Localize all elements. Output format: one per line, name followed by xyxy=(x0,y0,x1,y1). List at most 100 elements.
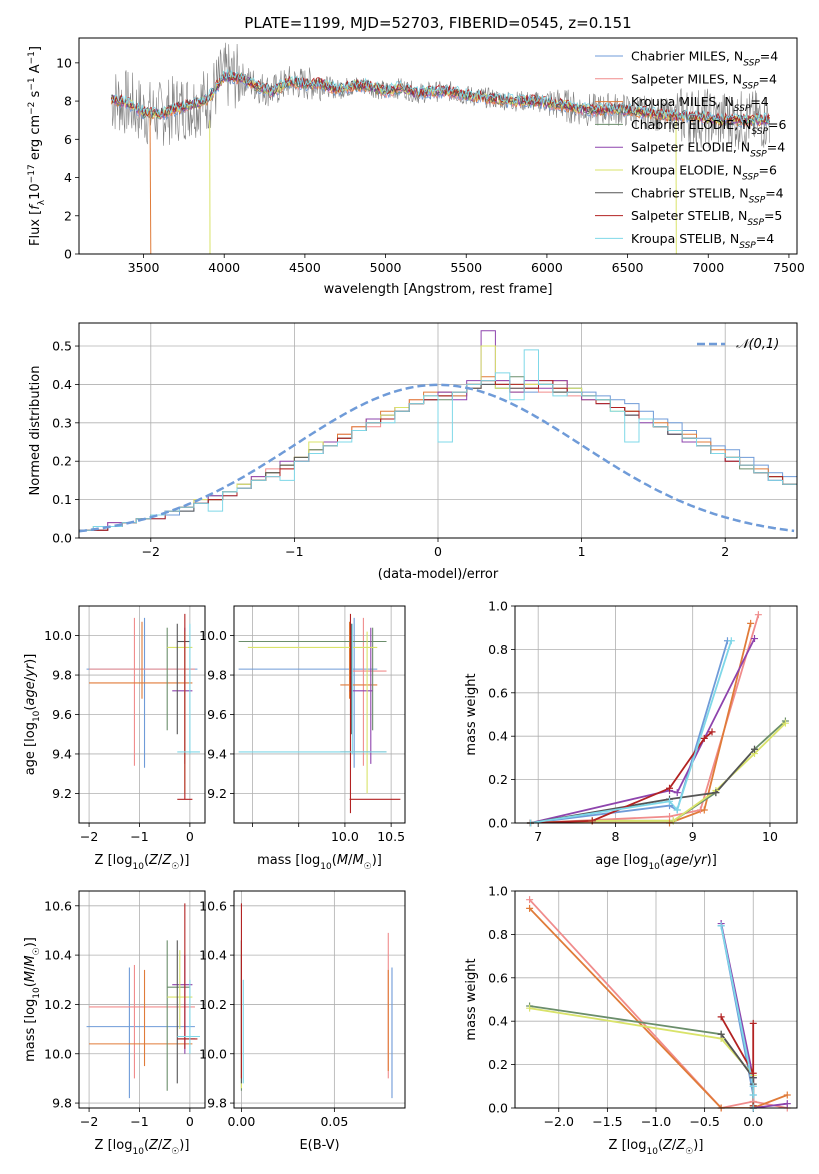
x-tick-label: −1 xyxy=(130,1114,148,1129)
y-tick-label: 10.0 xyxy=(199,1046,227,1061)
x-tick-label: 0.05 xyxy=(320,1114,348,1129)
y-axis-label: mass weight xyxy=(464,958,479,1040)
y-tick-label: 0.2 xyxy=(488,1057,508,1072)
y-tick-label: 0.6 xyxy=(488,685,508,700)
legend-label: Kroupa STELIB, NSSP=4 xyxy=(631,231,774,251)
plus-marker xyxy=(784,1100,791,1107)
y-tick-label: 0.8 xyxy=(488,642,508,657)
x-tick-label: −2 xyxy=(142,544,160,559)
y-tick-label: 0.6 xyxy=(488,970,508,985)
legend-label: Salpeter MILES, NSSP=4 xyxy=(631,71,777,91)
plot-area xyxy=(79,891,205,1108)
y-tick-label: 10.0 xyxy=(199,628,227,643)
x-tick-label: −2.0 xyxy=(544,1114,574,1129)
legend-label: Chabrier STELIB, NSSP=4 xyxy=(631,185,784,205)
x-axis-label: (data-model)/error xyxy=(378,567,499,582)
y-tick-label: 1.0 xyxy=(488,599,508,614)
plot-area xyxy=(79,323,797,538)
x-tick-label: 10 xyxy=(762,829,778,844)
plus-marker xyxy=(784,1091,791,1098)
y-tick-label: 0.2 xyxy=(488,772,508,787)
y-tick-label: 0 xyxy=(64,247,72,262)
x-tick-label: 4000 xyxy=(208,260,240,275)
y-tick-label: 9.4 xyxy=(207,746,227,761)
y-tick-label: 0.4 xyxy=(52,377,72,392)
y-tick-label: 0.4 xyxy=(488,1014,508,1029)
y-axis-label: mass [log10(M/M☉)] xyxy=(23,937,42,1062)
legend-label: Salpeter STELIB, NSSP=5 xyxy=(631,208,782,228)
y-axis-label: mass weight xyxy=(464,673,479,755)
legend-label: Salpeter ELODIE, NSSP=4 xyxy=(631,140,785,160)
weight-line xyxy=(530,908,788,1108)
y-tick-label: 9.8 xyxy=(207,1096,227,1111)
x-axis-label: E(B-V) xyxy=(299,1138,339,1153)
figure-title: PLATE=1199, MJD=52703, FIBERID=0545, z=0… xyxy=(244,14,631,32)
weight-line xyxy=(531,723,786,823)
y-tick-label: 10.0 xyxy=(44,628,72,643)
y-tick-label: 1.0 xyxy=(488,884,508,899)
y-tick-label: 0.1 xyxy=(52,492,72,507)
x-tick-label: 3500 xyxy=(128,260,160,275)
y-tick-label: 4 xyxy=(64,170,72,185)
plus-marker xyxy=(755,611,762,618)
plus-marker xyxy=(666,813,673,820)
x-tick-label: 5000 xyxy=(370,260,402,275)
plot-area xyxy=(234,891,405,1108)
x-tick-label: 1 xyxy=(578,544,586,559)
weight-line xyxy=(721,924,787,1109)
x-axis-label: Z [log10(Z/Z☉)] xyxy=(609,1138,704,1157)
weight-line xyxy=(531,749,755,823)
y-tick-label: 9.8 xyxy=(52,668,72,683)
y-tick-label: 0.0 xyxy=(52,531,72,546)
x-tick-label: 6000 xyxy=(531,260,563,275)
x-tick-label: 2 xyxy=(721,544,729,559)
x-axis-label: Z [log10(Z/Z☉)] xyxy=(95,853,190,872)
plus-marker xyxy=(747,620,754,627)
legend: 𝒩(0,1) xyxy=(697,337,779,352)
plot-area xyxy=(234,606,405,823)
x-tick-label: 8 xyxy=(611,829,619,844)
x-tick-label: 7 xyxy=(534,829,542,844)
y-axis-label: age [log10(age/yr)] xyxy=(23,654,42,776)
x-tick-label: −1 xyxy=(285,544,303,559)
weight-line xyxy=(531,639,755,824)
legend-label: Kroupa ELODIE, NSSP=6 xyxy=(631,163,777,183)
y-tick-label: 9.4 xyxy=(52,746,72,761)
plus-marker xyxy=(750,1091,757,1098)
x-tick-label: 0 xyxy=(186,829,194,844)
y-tick-label: 10.0 xyxy=(44,1046,72,1061)
y-tick-label: 0.5 xyxy=(52,339,72,354)
y-axis-label: Normed distribution xyxy=(28,366,43,496)
x-tick-label: 10.0 xyxy=(331,829,359,844)
x-tick-label: −1.5 xyxy=(592,1114,622,1129)
plus-marker xyxy=(674,789,681,796)
x-tick-label: 0 xyxy=(186,1114,194,1129)
axes-frame xyxy=(234,891,405,1108)
y-tick-label: 9.2 xyxy=(207,786,227,801)
weight-line xyxy=(721,926,753,1108)
y-tick-label: 10.2 xyxy=(199,997,227,1012)
legend-label: 𝒩(0,1) xyxy=(736,337,779,352)
normal-curve xyxy=(79,385,794,532)
y-tick-label: 10.6 xyxy=(44,898,72,913)
x-tick-label: −0.5 xyxy=(689,1114,719,1129)
x-tick-label: −1 xyxy=(130,829,148,844)
x-tick-label: 9 xyxy=(689,829,697,844)
x-tick-label: −1.0 xyxy=(641,1114,671,1129)
x-tick-label: 4500 xyxy=(289,260,321,275)
y-tick-label: 9.8 xyxy=(207,668,227,683)
y-tick-label: 10 xyxy=(56,55,72,70)
y-tick-label: 0.2 xyxy=(52,454,72,469)
plus-marker xyxy=(728,637,735,644)
y-tick-label: 8 xyxy=(64,94,72,109)
y-tick-label: 0.0 xyxy=(488,816,508,831)
y-tick-label: 10.4 xyxy=(44,948,72,963)
y-tick-label: 9.6 xyxy=(52,707,72,722)
y-tick-label: 9.2 xyxy=(52,786,72,801)
y-tick-label: 0.3 xyxy=(52,415,72,430)
